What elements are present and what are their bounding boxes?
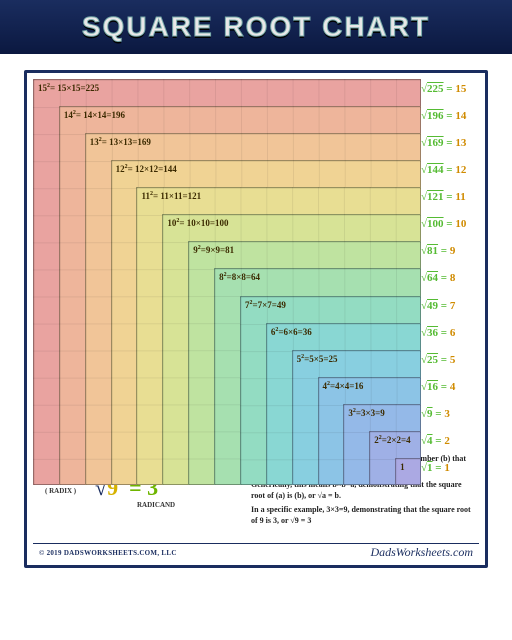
root-2: √4 = 2 — [421, 435, 479, 447]
root-4: √16 = 4 — [421, 381, 479, 393]
explain-p3: In a specific example, 3×3=9, demonstrat… — [251, 505, 477, 527]
square-label-7: 72=7×7=49 — [245, 300, 286, 310]
page: SQUARE ROOT CHART 152= 15×15=225 142= 14×… — [0, 0, 512, 640]
square-label-14: 142= 14×14=196 — [64, 110, 125, 120]
root-7: √49 = 7 — [421, 300, 479, 312]
label-radicand: RADICAND — [137, 501, 175, 509]
square-label-10: 102= 10×10=100 — [167, 218, 228, 228]
label-radix: ( RADIX ) — [45, 487, 76, 495]
square-label-13: 132= 13×13=169 — [90, 137, 151, 147]
root-9: √81 = 9 — [421, 245, 479, 257]
root-12: √144 = 12 — [421, 164, 479, 176]
square-label-8: 82=8×8=64 — [219, 272, 260, 282]
square-label-4: 42=4×4=16 — [323, 381, 364, 391]
root-13: √169 = 13 — [421, 137, 479, 149]
squares-area: 152= 15×15=225 142= 14×14=196 132= 13×13=1… — [33, 79, 421, 485]
root-8: √64 = 8 — [421, 272, 479, 284]
root-11: √121 = 11 — [421, 191, 479, 203]
square-1: 1 — [395, 458, 421, 485]
square-label-2: 22=2×2=4 — [374, 435, 410, 445]
square-label-12: 122= 12×12=144 — [116, 164, 177, 174]
square-label-11: 112= 11×11=121 — [141, 191, 201, 201]
square-label-6: 62=6×6=36 — [271, 327, 312, 337]
square-label-1: 1 — [400, 462, 405, 472]
square-label-9: 92=9×9=81 — [193, 245, 234, 255]
square-label-3: 32=3×3=9 — [348, 408, 384, 418]
brand: DadsWorksheets.com — [370, 545, 473, 560]
root-6: √36 = 6 — [421, 327, 479, 339]
copyright: © 2019 DADSWORKSHEETS.COM, LLC — [39, 549, 177, 557]
root-5: √25 = 5 — [421, 354, 479, 366]
square-label-15: 152= 15×15=225 — [38, 83, 99, 93]
root-14: √196 = 14 — [421, 110, 479, 122]
title-band: SQUARE ROOT CHART — [0, 0, 512, 54]
page-title: SQUARE ROOT CHART — [82, 11, 430, 43]
root-3: √9 = 3 — [421, 408, 479, 420]
root-10: √100 = 10 — [421, 218, 479, 230]
square-label-5: 52=5×5=25 — [297, 354, 338, 364]
footer: © 2019 DADSWORKSHEETS.COM, LLC DadsWorks… — [33, 543, 479, 561]
root-15: √225 = 15 — [421, 83, 479, 95]
roots-area: √225 = 15 √196 = 14 √169 = 13 √144 = 12 √121… — [421, 79, 479, 485]
chart-frame: 152= 15×15=225 142= 14×14=196 132= 13×13=1… — [24, 70, 488, 568]
